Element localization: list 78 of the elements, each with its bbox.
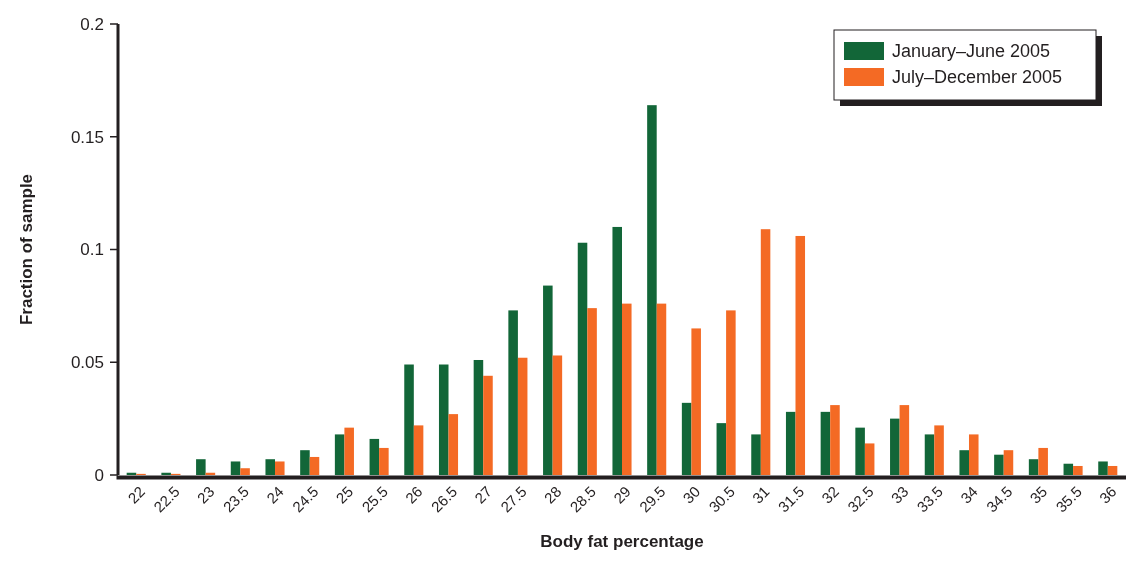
- bar: [196, 459, 206, 475]
- bar: [275, 461, 285, 475]
- bar: [899, 405, 910, 475]
- bar: [1073, 465, 1083, 475]
- bar: [751, 434, 761, 475]
- y-tick-label: 0.2: [80, 14, 104, 34]
- x-tick-label: 31: [748, 482, 773, 507]
- x-tick-label: 32: [818, 482, 843, 507]
- x-tick-label: 28: [540, 482, 565, 507]
- y-axis-title: Fraction of sample: [16, 173, 36, 326]
- x-tick-label: 34: [957, 482, 981, 507]
- x-tick-label: 29: [610, 482, 634, 507]
- x-tick-label: 36: [1095, 482, 1120, 507]
- bar: [577, 242, 588, 475]
- x-tick-label: 25: [332, 482, 357, 507]
- bar: [300, 450, 310, 475]
- bar: [622, 303, 632, 475]
- bar: [508, 310, 518, 475]
- bar: [543, 285, 553, 475]
- bar: [716, 423, 727, 475]
- bar: [968, 434, 979, 475]
- x-tick-label: 27: [471, 482, 496, 507]
- bar: [438, 364, 449, 475]
- bar: [552, 355, 563, 475]
- y-tick-label: 0.05: [70, 353, 104, 373]
- x-tick-label: 35: [1026, 482, 1051, 507]
- legend-label: July–December 2005: [892, 67, 1063, 88]
- bar: [309, 456, 320, 475]
- bar: [726, 310, 736, 475]
- bar: [448, 414, 459, 475]
- y-tick-label: 0.1: [80, 240, 104, 260]
- legend-label: January–June 2005: [892, 41, 1051, 62]
- bar: [369, 438, 380, 475]
- bar: [1003, 450, 1014, 475]
- bar: [785, 411, 796, 475]
- bar: [612, 226, 622, 475]
- bar: [1028, 459, 1039, 475]
- x-tick-label: 23: [193, 482, 218, 507]
- bar: [647, 105, 657, 475]
- bar: [959, 450, 969, 475]
- bar: [924, 434, 935, 475]
- bar: [864, 443, 875, 475]
- bar: [691, 328, 701, 475]
- bar: [820, 411, 831, 475]
- x-tick-label: 30: [679, 482, 704, 507]
- bar: [890, 418, 900, 475]
- bar: [265, 459, 276, 475]
- x-tick-label: 33: [887, 482, 912, 507]
- x-axis-title: Body fat percentage: [540, 532, 704, 551]
- bar: [587, 308, 597, 475]
- bar: [230, 461, 241, 475]
- bar: [1038, 447, 1048, 475]
- bar: [379, 447, 389, 475]
- bar: [404, 364, 414, 475]
- bar: [760, 229, 771, 475]
- bar: [994, 454, 1004, 475]
- bar: [413, 425, 424, 475]
- y-tick-label: 0: [94, 465, 104, 485]
- x-tick-label: 24: [263, 482, 287, 507]
- bar: [1063, 463, 1074, 475]
- x-tick-label: 26: [401, 482, 426, 507]
- bar: [830, 405, 840, 475]
- bar: [334, 434, 345, 475]
- bar: [1098, 461, 1108, 475]
- bar: [1107, 465, 1118, 475]
- bar: [473, 360, 484, 475]
- bar: [240, 468, 250, 475]
- bar: [681, 402, 692, 475]
- y-tick-label: 0.15: [70, 127, 104, 147]
- bar: [483, 375, 493, 475]
- x-tick-label: 22: [124, 482, 149, 507]
- bar: [517, 357, 528, 475]
- bar: [855, 427, 865, 475]
- bar: [161, 472, 171, 475]
- bar: [934, 425, 944, 475]
- bar: [795, 235, 806, 475]
- bar: [344, 427, 354, 475]
- bar: [656, 303, 667, 475]
